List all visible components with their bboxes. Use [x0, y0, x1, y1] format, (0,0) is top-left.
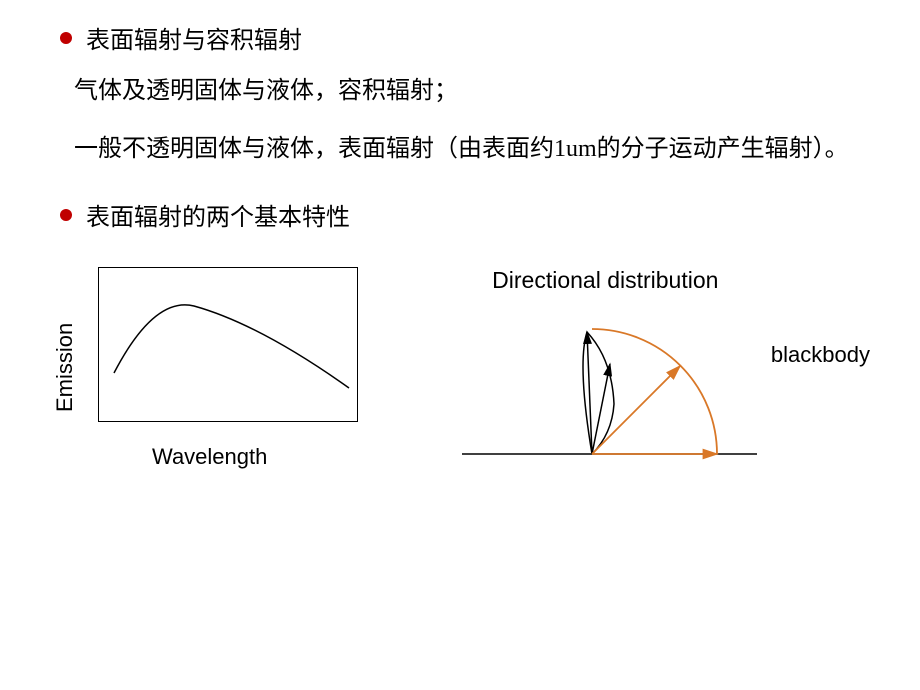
bullet-title-2: 表面辐射的两个基本特性	[86, 197, 350, 232]
emission-x-axis-label: Wavelength	[152, 444, 392, 470]
arrow-diag-orange	[592, 366, 680, 454]
emission-chart: Emission Wavelength	[62, 267, 392, 479]
directional-title: Directional distribution	[492, 267, 860, 294]
bullet-dot	[60, 32, 72, 44]
bullet-item-1: 表面辐射与容积辐射	[60, 20, 860, 55]
blackbody-label: blackbody	[771, 342, 870, 368]
paragraph-1: 气体及透明固体与液体，容积辐射；	[74, 73, 860, 109]
emission-chart-box	[98, 267, 358, 422]
directional-svg	[462, 304, 762, 474]
emission-y-axis-label: Emission	[52, 323, 78, 412]
emission-curve	[114, 305, 349, 388]
directional-chart: Directional distribution	[452, 267, 860, 479]
arrow-lobe	[592, 364, 610, 454]
bullet-dot	[60, 209, 72, 221]
bullet-title-1: 表面辐射与容积辐射	[86, 20, 302, 55]
paragraph-2: 一般不透明固体与液体，表面辐射（由表面约1um的分子运动产生辐射）。	[74, 131, 860, 167]
emission-curve-svg	[99, 268, 359, 423]
bullet-item-2: 表面辐射的两个基本特性	[60, 197, 860, 232]
